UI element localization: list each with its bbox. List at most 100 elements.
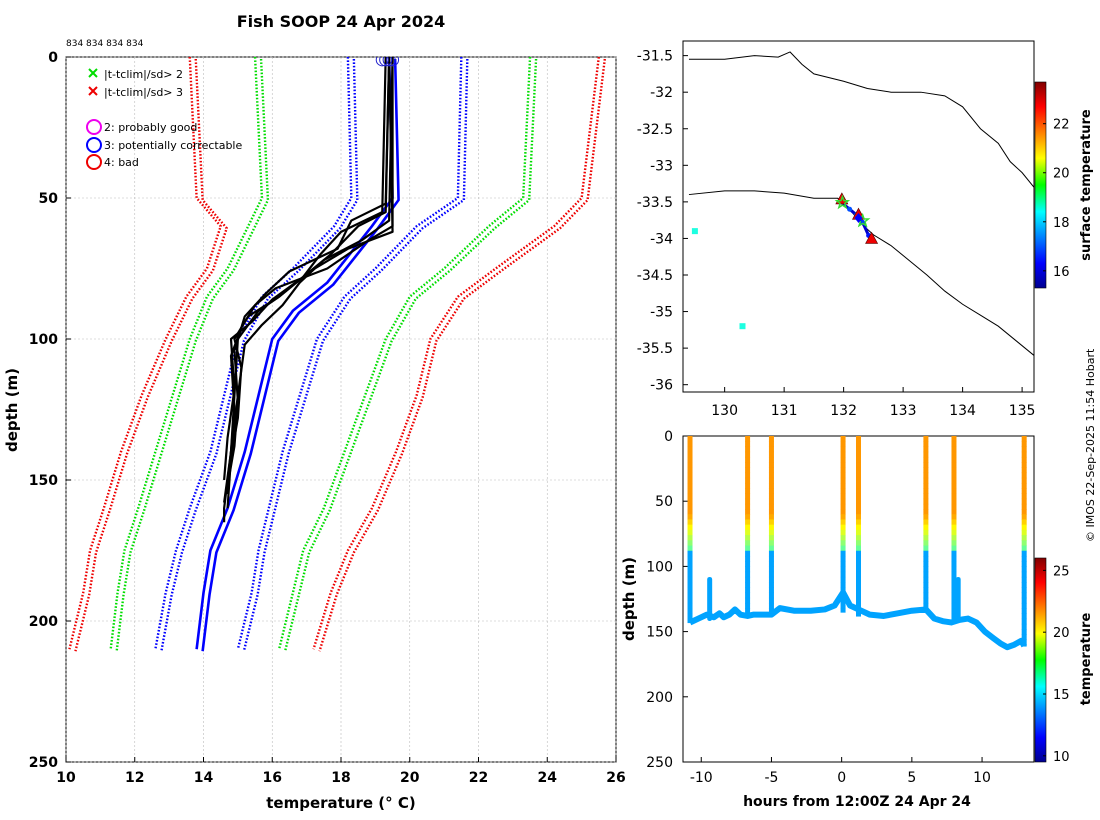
profile-line-3 — [223, 57, 387, 481]
map-tick-label-y: -34.5 — [637, 268, 673, 284]
tick-label-y: 100 — [29, 332, 58, 348]
tick-label-y: 0 — [48, 50, 58, 66]
td-tick-label-y: 100 — [646, 559, 673, 575]
td-tick-label-x: 5 — [907, 770, 916, 786]
temperature-profiles — [223, 57, 394, 523]
map-tick-label-x: 135 — [1009, 403, 1036, 419]
map-colorbar — [1034, 81, 1047, 289]
diamond-marker — [854, 212, 863, 223]
flag-circle — [386, 57, 400, 67]
map-tick-label-x: 131 — [771, 403, 798, 419]
map-tick-label-x: 130 — [711, 403, 738, 419]
legend-label: 4: bad — [104, 156, 139, 169]
profile-line-5 — [223, 57, 394, 503]
tick-label-x: 12 — [125, 770, 144, 786]
profile-legend: |t-tclim|/sd> 2 |t-tclim|/sd> 3 2: proba… — [86, 68, 242, 170]
colorbar-tick-label: 22 — [1053, 118, 1070, 133]
colorbar-tick-label: 20 — [1053, 167, 1070, 182]
bottom-track — [688, 589, 1027, 651]
climatology-line-mean+2sd — [277, 57, 532, 650]
map-tick-label-x: 132 — [830, 403, 857, 419]
legend-label: 3: potentially correctable — [104, 139, 242, 152]
colorbar-tick-label: 15 — [1053, 688, 1070, 703]
map-colorbar-ticks: 16 18 20 22 — [1043, 118, 1070, 280]
legend-circle-magenta — [86, 119, 102, 135]
flag-circles — [375, 57, 400, 67]
map-tick-label-y: -33 — [650, 158, 673, 174]
profile-panel: 10 12 14 16 18 20 22 24 26 0 50 100 150 200 250 temper… — [3, 50, 626, 812]
time-depth-ylabel: depth (m) — [620, 557, 638, 641]
map-ticks: 130 131 132 133 134 135 -31.5 -32 -32.5 -33 -33.5 -… — [637, 49, 1036, 419]
legend-item-flag-3: 3: potentially correctable — [86, 137, 242, 153]
flag-circle — [382, 57, 396, 67]
legend-item-flag-2: 2: probably good — [86, 119, 197, 135]
colorbar-tick-label: 18 — [1053, 216, 1070, 231]
tick-label-y: 250 — [29, 755, 58, 771]
flag-circle — [379, 57, 393, 67]
td-tick-label-y: 50 — [655, 494, 673, 510]
map-tick-label-y: -32.5 — [637, 122, 673, 138]
map-tick-label-x: 134 — [949, 403, 976, 419]
climatology-lines — [68, 57, 607, 652]
profile-ticks: 10 12 14 16 18 20 22 24 26 0 50 100 150 200 250 — [29, 50, 626, 786]
time-depth-colorbar-ticks: 10 15 20 25 — [1043, 564, 1070, 765]
time-depth-xlabel: hours from 12:00Z 24 Apr 24 — [743, 794, 971, 810]
colorbar-tick-label: 25 — [1053, 564, 1070, 579]
profile-line-2 — [226, 57, 394, 495]
tick-label-x: 16 — [263, 770, 282, 786]
legend-x-marker-red — [88, 86, 98, 96]
coastline-lower — [688, 190, 1034, 356]
legend-circle-blue — [86, 137, 102, 153]
climatology-line-mean+1sd — [236, 57, 463, 650]
map-panel: 130 131 132 133 134 135 -31.5 -32 -32.5 -33 -33.5 -… — [637, 40, 1094, 419]
climatology-line-mean-1sd — [154, 57, 353, 650]
td-tick-label-y: 150 — [646, 625, 673, 641]
tick-label-x: 18 — [331, 770, 350, 786]
td-tick-label-x: 0 — [837, 770, 846, 786]
map-colorbar-label: surface temperature — [1079, 109, 1094, 261]
tick-label-x: 22 — [469, 770, 488, 786]
legend-item-tclim-3: |t-tclim|/sd> 3 — [88, 86, 183, 99]
profile-line-6 — [226, 57, 394, 509]
colorbar-tick-label: 20 — [1053, 626, 1070, 641]
coastline-upper — [688, 51, 1034, 188]
profile-line-4 — [226, 57, 391, 486]
header-label: 834 834 834 834 — [66, 39, 144, 49]
tick-label-x: 20 — [400, 770, 420, 786]
climatology-line-mean — [195, 57, 394, 650]
cast-data — [687, 436, 1027, 651]
climatology-line-mean+1sd-pair — [242, 58, 469, 652]
legend-label: |t-tclim|/sd> 2 — [104, 68, 183, 81]
td-tick-label-y: 200 — [646, 690, 673, 706]
climatology-line-mean-2sd — [109, 57, 264, 650]
td-tick-label-x: -10 — [690, 770, 713, 786]
profile-xlabel: temperature (° C) — [266, 794, 416, 812]
ship-track — [691, 192, 879, 330]
td-tick-label-x: -5 — [764, 770, 778, 786]
climatology-line-mean+3sd-pair — [318, 58, 607, 652]
map-tick-label-y: -36 — [650, 378, 673, 394]
legend-item-tclim-2: |t-tclim|/sd> 2 — [88, 68, 183, 81]
td-tick-label-y: 0 — [664, 429, 673, 445]
tick-label-x: 10 — [56, 770, 76, 786]
coastline — [688, 51, 1034, 356]
tick-label-x: 26 — [606, 770, 625, 786]
tick-label-y: 50 — [39, 191, 59, 207]
map-tick-label-y: -32 — [650, 85, 673, 101]
isolated-point — [739, 323, 746, 330]
track-point — [847, 206, 853, 212]
climatology-line-mean+2sd-pair — [283, 58, 538, 652]
td-tick-label-x: 10 — [973, 770, 991, 786]
watermark: © IMOS 22-Sep-2025 11:54 Hobart — [1084, 348, 1097, 542]
profile-grid — [65, 56, 617, 763]
colorbar-tick-label: 16 — [1053, 265, 1070, 280]
climatology-line-mean-pair — [201, 58, 400, 652]
climatology-line-mean-2sd-pair — [115, 58, 270, 652]
colorbar-tick-label: 10 — [1053, 750, 1070, 765]
climatology-line-mean+3sd — [312, 57, 601, 650]
legend-item-flag-4: 4: bad — [86, 154, 139, 170]
tick-label-x: 14 — [194, 770, 214, 786]
